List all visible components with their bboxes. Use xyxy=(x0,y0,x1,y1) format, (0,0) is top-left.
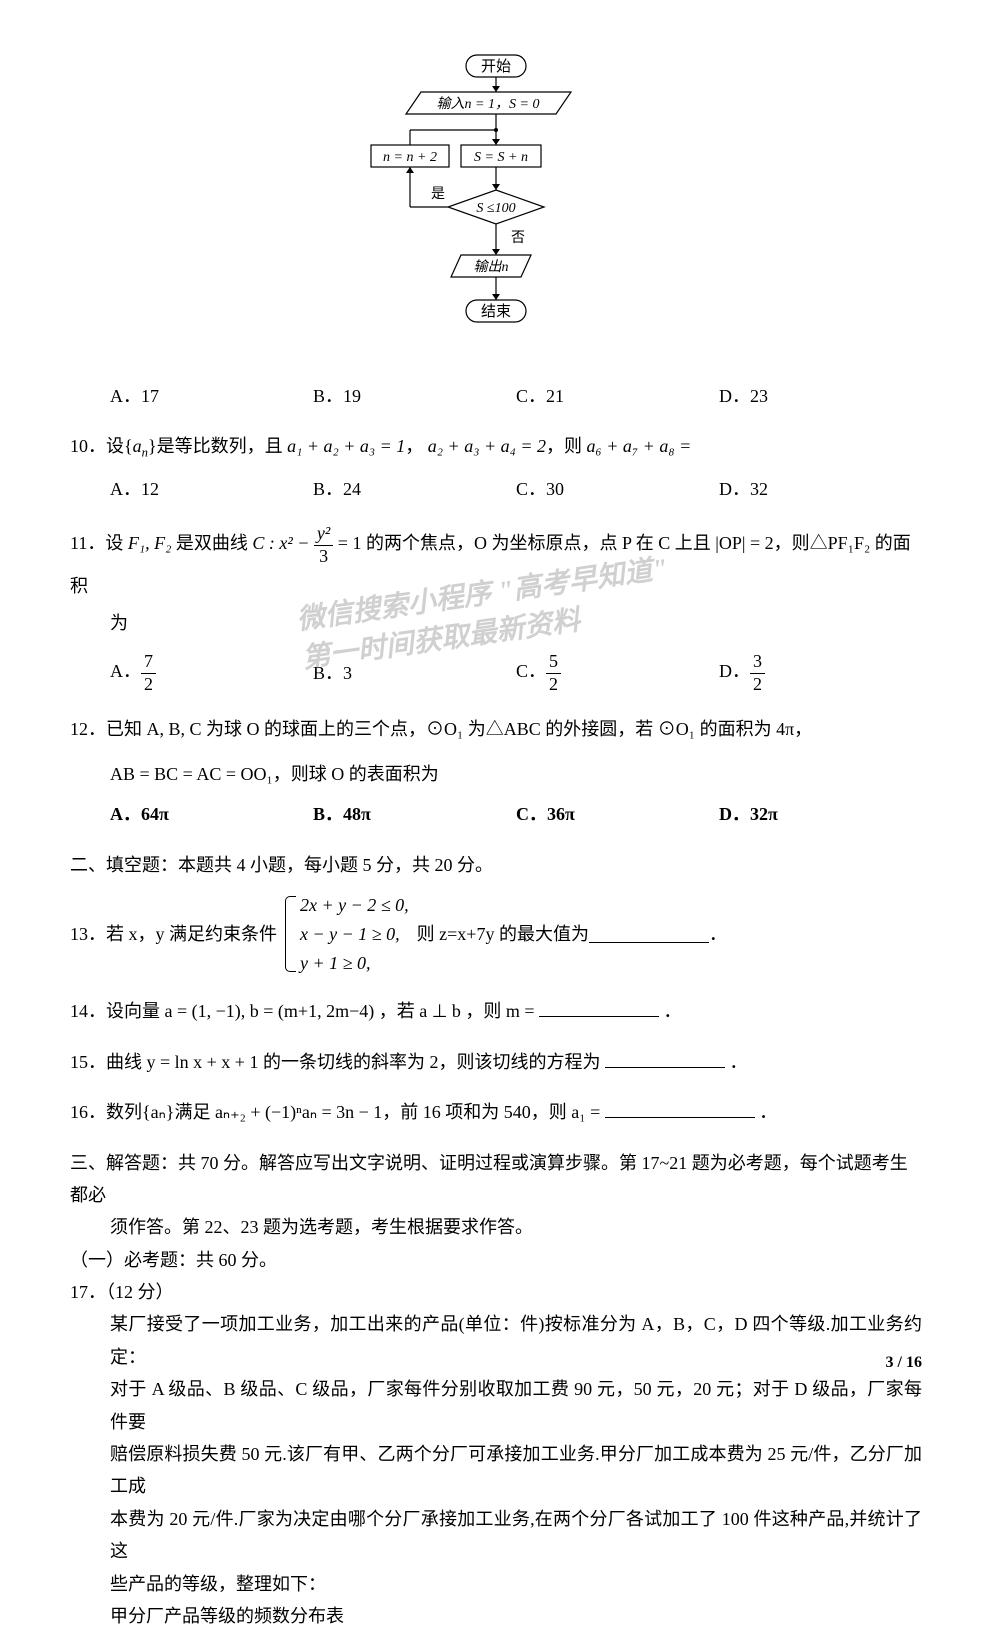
q11-f12: F₁, F₂ xyxy=(128,533,172,553)
s3-line1: 三、解答题：共 70 分。解答应写出文字说明、证明过程或演算步骤。第 17~21… xyxy=(70,1147,922,1212)
q12: 12．已知 A, B, C 为球 O 的球面上的三个点，⊙O₁ 为△ABC 的外… xyxy=(70,713,922,830)
q13: 13．若 x，y 满足约束条件 2x + y − 2 ≤ 0, x − y − … xyxy=(70,891,922,977)
q15-blank xyxy=(605,1050,725,1068)
q13-c2: x − y − 1 ≥ 0, xyxy=(300,920,409,949)
section3: 三、解答题：共 70 分。解答应写出文字说明、证明过程或演算步骤。第 17~21… xyxy=(70,1147,922,1277)
q11-fden: 3 xyxy=(314,546,333,568)
q10-eq3: a₆ + a₇ + a₈ = xyxy=(587,436,692,456)
fc-input: 输入n = 1，S = 0 xyxy=(437,96,540,112)
q13-c3: y + 1 ≥ 0, xyxy=(300,949,409,978)
q12-text2: AB = BC = AC = OO₁，则球 O 的表面积为 xyxy=(110,758,922,790)
q12-c: C．36π xyxy=(516,804,575,824)
q16-period: ． xyxy=(759,1102,777,1122)
fc-yes: 是 xyxy=(431,187,445,202)
q11-text3: 为 xyxy=(110,607,922,639)
fc-start: 开始 xyxy=(481,58,511,75)
section2: 二、填空题：本题共 4 小题，每小题 5 分，共 20 分。 xyxy=(70,849,922,881)
q16-blank xyxy=(605,1100,755,1118)
q11-opt-c: C．52 xyxy=(516,651,719,695)
q11-c-num: 5 xyxy=(546,651,561,674)
q10-then: ，则 xyxy=(546,436,582,456)
q10-prefix: 10．设{ xyxy=(70,436,133,456)
q11: 11．设 F₁, F₂ 是双曲线 C : x² − y²3 = 1 的两个焦点，… xyxy=(70,523,922,695)
q11-opt-a: A．72 xyxy=(110,651,313,695)
q11-opt-d: D．32 xyxy=(719,651,922,695)
q13-c1: 2x + y − 2 ≤ 0, xyxy=(300,891,409,920)
fc-assign2: S = S + n xyxy=(474,150,528,165)
flowchart-svg: 开始 输入n = 1，S = 0 S = S + n n = n + 2 S ≤… xyxy=(366,50,626,360)
q12-b: B．48π xyxy=(313,804,371,824)
q13-period: ． xyxy=(709,918,727,950)
q17: 17．（12 分） 某厂接受了一项加工业务，加工出来的产品(单位：件)按标准分为… xyxy=(70,1276,922,1632)
s3-sub1: （一）必考题：共 60 分。 xyxy=(70,1244,922,1276)
q17-p2: 对于 A 级品、B 级品、C 级品，厂家每件分别收取加工费 90 元，50 元，… xyxy=(110,1373,922,1438)
page-number: 3 / 16 xyxy=(886,1349,922,1378)
q12-a: A．64π xyxy=(110,804,169,824)
fc-cond: S ≤100 xyxy=(476,201,515,216)
q10-an: a xyxy=(133,436,142,456)
fc-output: 输出n xyxy=(474,259,509,275)
fc-assign1: n = n + 2 xyxy=(383,150,437,165)
q9-opt-c: C．21 xyxy=(516,380,719,412)
q13-suffix: 则 z=x+7y 的最大值为 xyxy=(417,918,589,950)
q12-opt-d: D．32π xyxy=(719,798,922,830)
q11-text1: 是双曲线 xyxy=(176,533,248,553)
s3-line2: 须作答。第 22、23 题为选考题，考生根据要求作答。 xyxy=(110,1211,922,1243)
q11-c-prefix: C． xyxy=(516,661,546,681)
q11-curve: C : x² − xyxy=(252,533,309,553)
q14: 14．设向量 a = (1, −1), b = (m+1, 2m−4) ，若 a… xyxy=(70,995,922,1027)
q11-d-den: 2 xyxy=(750,674,765,696)
q15: 15．曲线 y = ln x + x + 1 的一条切线的斜率为 2，则该切线的… xyxy=(70,1046,922,1078)
q10-opt-c: C．30 xyxy=(516,473,719,505)
q12-d: D．32π xyxy=(719,804,778,824)
q11-d-num: 3 xyxy=(750,651,765,674)
q17-p3: 赔偿原料损失费 50 元.该厂有甲、乙两个分厂可承接加工业务.甲分厂加工成本费为… xyxy=(110,1438,922,1503)
q15-text: 15．曲线 y = ln x + x + 1 的一条切线的斜率为 2，则该切线的… xyxy=(70,1052,600,1072)
q17-p4: 本费为 20 元/件.厂家为决定由哪个分厂承接加工业务,在两个分厂各试加工了 1… xyxy=(110,1503,922,1568)
q10-opt-d: D．32 xyxy=(719,473,922,505)
q11-prefix: 11．设 xyxy=(70,533,123,553)
q14-blank xyxy=(539,999,659,1017)
q13-prefix: 13．若 x，y 满足约束条件 xyxy=(70,918,277,950)
q12-opt-c: C．36π xyxy=(516,798,719,830)
q15-period: ． xyxy=(729,1052,747,1072)
q12-text1: 12．已知 A, B, C 为球 O 的球面上的三个点，⊙O₁ 为△ABC 的外… xyxy=(70,713,922,745)
q11-d-prefix: D． xyxy=(719,661,750,681)
q9-options: A．17 B．19 C．21 D．23 xyxy=(70,380,922,412)
page-num-text: 3 / 16 xyxy=(886,1354,922,1371)
q10-eq1: a₁ + a₂ + a₃ = 1 xyxy=(287,436,405,456)
q17-p5: 些产品的等级，整理如下： xyxy=(110,1568,922,1600)
q11-a-den: 2 xyxy=(141,674,156,696)
q10-opt-a: A．12 xyxy=(110,473,313,505)
q11-a-num: 7 xyxy=(141,651,156,674)
q13-blank xyxy=(589,925,709,943)
q12-opt-a: A．64π xyxy=(110,798,313,830)
fc-end: 结束 xyxy=(481,303,511,320)
q17-header: 17．（12 分） xyxy=(70,1276,922,1308)
q9-opt-a: A．17 xyxy=(110,380,313,412)
q11-fnum: y² xyxy=(314,523,333,546)
q14-period: ． xyxy=(664,1001,682,1021)
q9-opt-d: D．23 xyxy=(719,380,922,412)
q12-opt-b: B．48π xyxy=(313,798,516,830)
q10-eq2: a₂ + a₃ + a₄ = 2 xyxy=(428,436,546,456)
q10-opt-b: B．24 xyxy=(313,473,516,505)
q17-p1: 某厂接受了一项加工业务，加工出来的产品(单位：件)按标准分为 A，B，C，D 四… xyxy=(110,1308,922,1373)
q10: 10．设{an}是等比数列，且 a₁ + a₂ + a₃ = 1， a₂ + a… xyxy=(70,430,922,505)
q10-mid: }是等比数列，且 xyxy=(148,436,283,456)
q16: 16．数列{aₙ}满足 aₙ₊₂ + (−1)ⁿaₙ = 3n − 1，前 16… xyxy=(70,1096,922,1128)
fc-no: 否 xyxy=(511,231,525,246)
q11-c-den: 2 xyxy=(546,674,561,696)
q9-opt-b: B．19 xyxy=(313,380,516,412)
q11-eq1: = 1 xyxy=(338,533,362,553)
q17-p6: 甲分厂产品等级的频数分布表 xyxy=(110,1600,922,1632)
q14-text: 14．设向量 a = (1, −1), b = (m+1, 2m−4) ，若 a… xyxy=(70,1001,535,1021)
q16-text: 16．数列{aₙ}满足 aₙ₊₂ + (−1)ⁿaₙ = 3n − 1，前 16… xyxy=(70,1102,600,1122)
q11-a-prefix: A． xyxy=(110,661,141,681)
q11-opt-b: B．3 xyxy=(313,657,516,689)
flowchart: 开始 输入n = 1，S = 0 S = S + n n = n + 2 S ≤… xyxy=(70,50,922,360)
